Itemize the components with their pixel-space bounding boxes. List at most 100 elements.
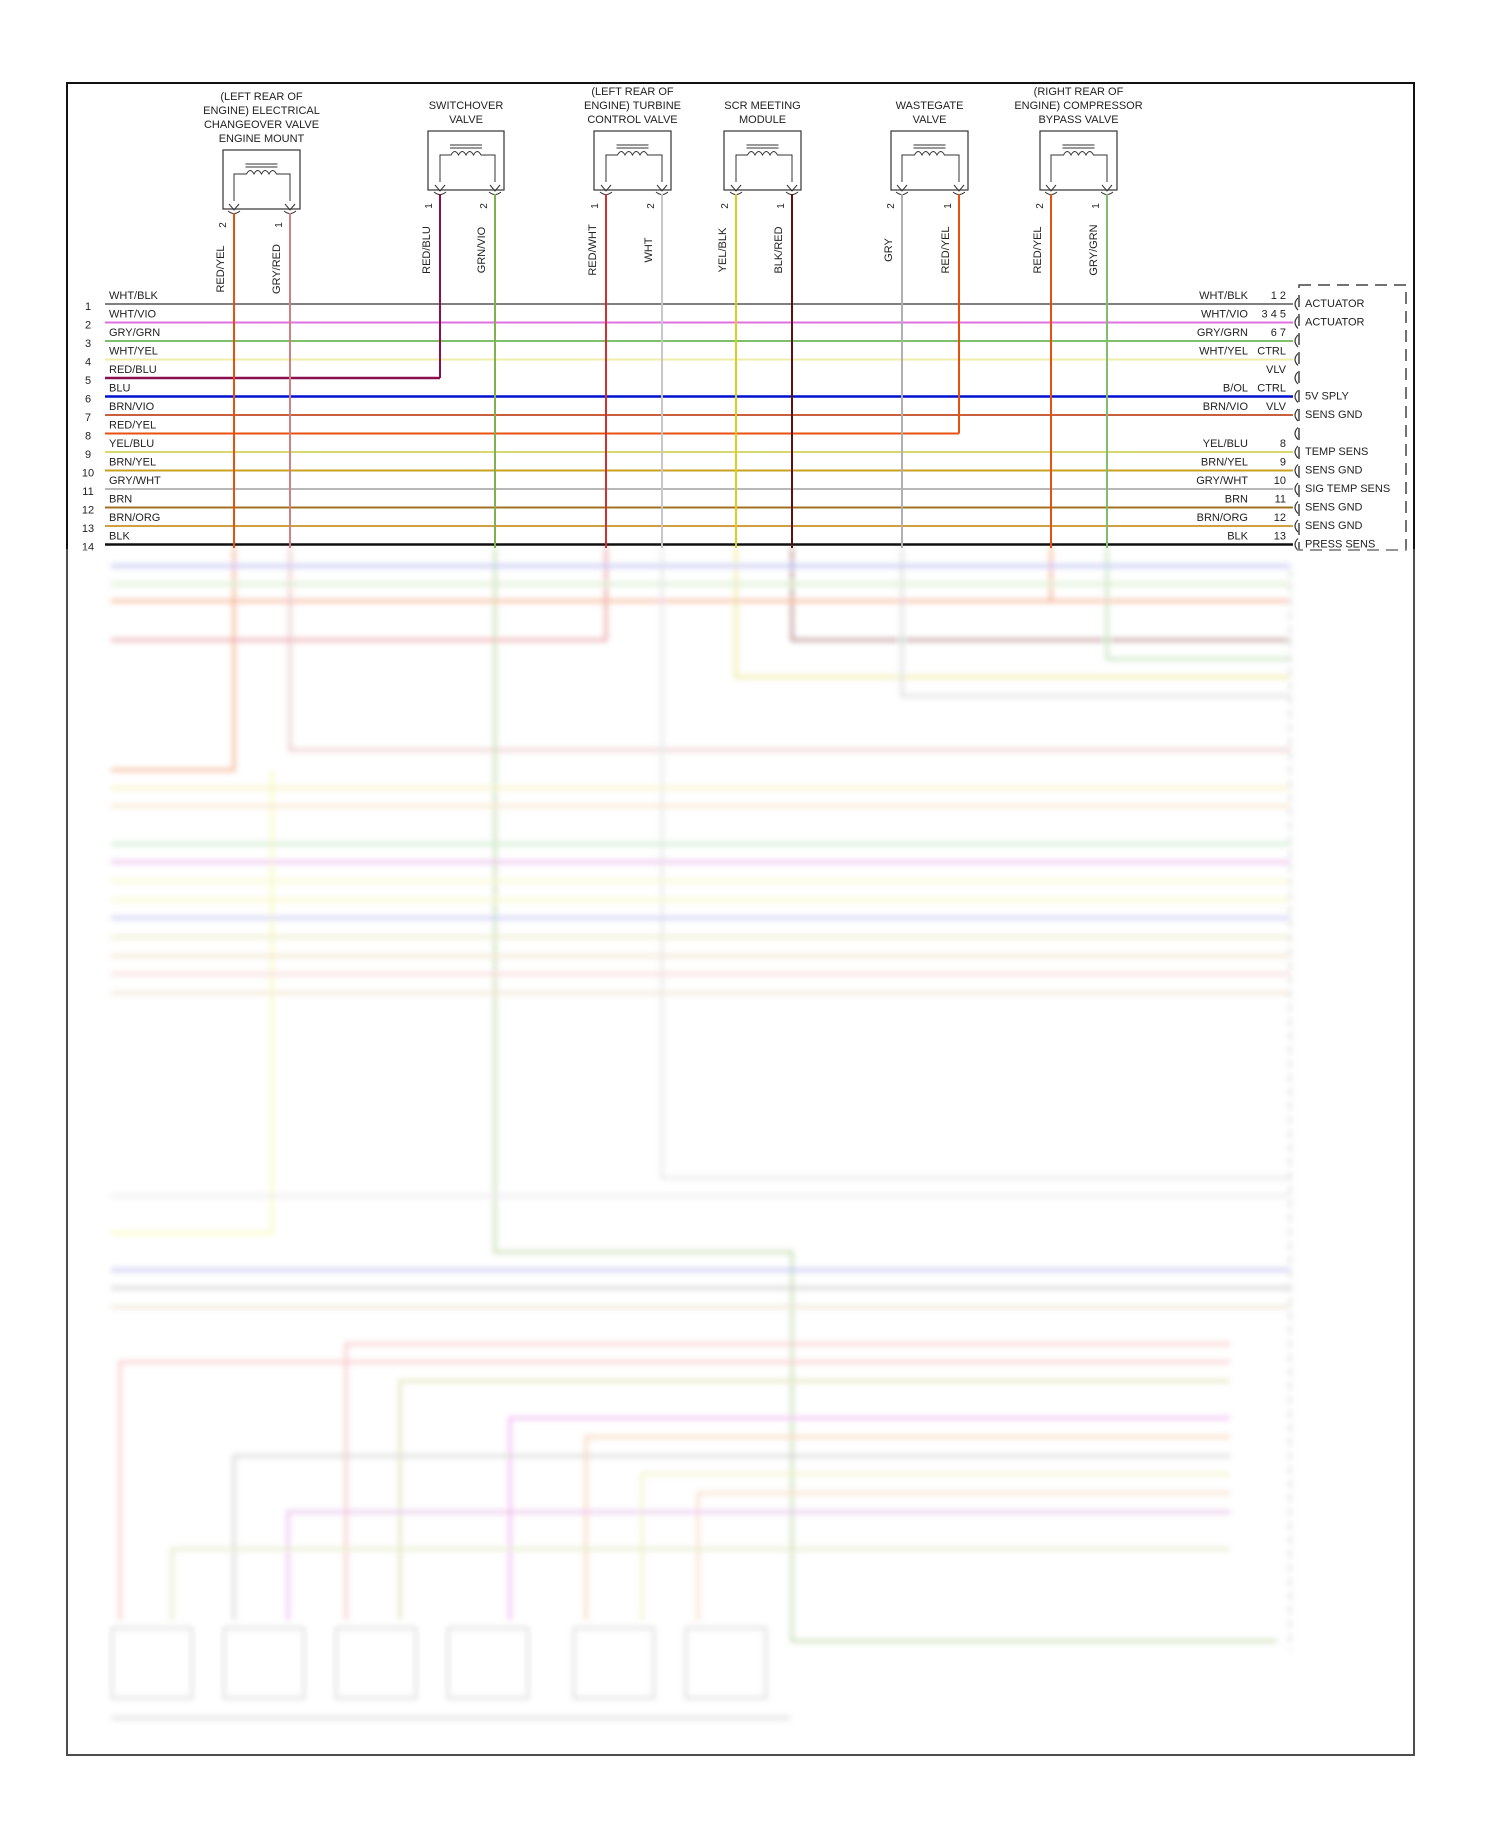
pin-wire-color-label: WHT — [643, 237, 655, 262]
pin-wire-color-label: YEL/BLK — [717, 227, 729, 272]
wire-color-label: RED/BLU — [109, 364, 157, 376]
wire-color-label: BRN/YEL — [109, 457, 156, 469]
row-number: 11 — [82, 486, 93, 498]
right-wire-color-label: BLK — [1227, 531, 1248, 543]
pin-wire-color-label: GRY/GRN — [1088, 224, 1100, 275]
solenoid-coil-icon — [233, 170, 291, 201]
solenoid-coil-icon — [605, 151, 663, 182]
component-name: SWITCHOVER — [429, 100, 504, 112]
component-name: (RIGHT REAR OF — [1034, 86, 1124, 98]
pin-wire-color-label: RED/YEL — [215, 245, 227, 292]
right-wire-color-label: WHT/BLK — [1199, 290, 1249, 302]
wire-color-label: WHT/BLK — [109, 290, 159, 302]
connector-pin-label: 9 — [1280, 457, 1286, 469]
row-number: 12 — [82, 505, 94, 517]
pin-number: 2 — [886, 203, 897, 209]
right-wire-color-label: B/OL — [1223, 383, 1248, 395]
pin-number: 2 — [720, 203, 731, 209]
connector-pin-label: 13 — [1274, 531, 1286, 543]
solenoid-coil-icon — [439, 151, 496, 182]
pin-wire-color-label: GRY/RED — [271, 244, 283, 294]
row-number: 5 — [85, 375, 91, 387]
solenoid-box — [890, 130, 969, 191]
pin-wire-color-label: RED/WHT — [587, 224, 599, 276]
connector-pin-label: CTRL — [1257, 346, 1286, 358]
wire-color-label: BLK — [109, 531, 130, 543]
pin-function-label: SENS GND — [1305, 465, 1363, 477]
ignition-coil-icon — [573, 1627, 655, 1699]
row-number: 10 — [82, 468, 94, 480]
blurred-wire — [640, 1472, 1230, 1620]
pin-function-label: ACTUATOR — [1305, 298, 1365, 310]
connector-pin-label: 11 — [1275, 494, 1286, 506]
pin-wire-color-label: RED/YEL — [1032, 226, 1044, 273]
blurred-wire — [584, 1435, 1230, 1620]
connector-pin-label: 1 2 — [1271, 290, 1286, 302]
wire-color-label: BRN — [109, 494, 132, 506]
solenoid-coil-icon — [901, 151, 960, 182]
wire-color-label: GRY/GRN — [109, 327, 160, 339]
solenoid-core-icon — [616, 144, 649, 149]
ignition-coil-icon — [335, 1627, 417, 1699]
wire-color-label: RED/YEL — [109, 420, 156, 432]
ecm-connector-outline — [1298, 284, 1407, 551]
pin-wire-color-label: RED/BLU — [421, 226, 433, 274]
blurred-wire — [111, 548, 236, 772]
component-name: (LEFT REAR OF — [591, 86, 674, 98]
component-name: (LEFT REAR OF — [220, 91, 303, 103]
blurred-wire — [170, 1547, 1230, 1620]
pin-number: 1 — [776, 203, 787, 209]
wire-color-label: WHT/YEL — [109, 346, 158, 358]
solenoid-coil-icon — [1050, 151, 1108, 182]
pin-number: 1 — [943, 203, 954, 209]
connector-terminal-icon — [1294, 464, 1299, 477]
solenoid-core-icon — [245, 163, 278, 168]
row-number: 9 — [85, 449, 91, 461]
connector-pin-label: VLV — [1266, 401, 1287, 413]
wire-color-label: GRY/WHT — [109, 475, 161, 487]
right-wire-color-label: YEL/BLU — [1203, 438, 1248, 450]
component-name: SCR MEETING — [724, 100, 800, 112]
right-wire-color-label: BRN/VIO — [1203, 401, 1249, 413]
component-name: WASTEGATE — [896, 100, 964, 112]
solenoid-box — [593, 130, 672, 191]
connector-terminal-icon — [1294, 445, 1299, 459]
connector-terminal-icon — [1294, 501, 1299, 514]
pin-wire-color-label: RED/YEL — [940, 226, 952, 273]
row-number: 2 — [85, 320, 91, 332]
pin-number: 1 — [274, 222, 285, 228]
pin-wire-color-label: BLK/RED — [773, 226, 785, 273]
pin-function-label: TEMP SENS — [1305, 446, 1368, 458]
component-name: MODULE — [739, 114, 786, 126]
solenoid-core-icon — [1062, 144, 1095, 149]
solenoid-core-icon — [913, 144, 946, 149]
connector-terminal-icon — [1294, 482, 1299, 496]
component-name: CONTROL VALVE — [587, 114, 677, 126]
solenoid-box — [222, 149, 301, 210]
pin-function-label: SENS GND — [1305, 409, 1363, 421]
pin-function-label: SENS GND — [1305, 502, 1363, 514]
component-name: ENGINE) ELECTRICAL — [203, 105, 320, 117]
row-number: 8 — [85, 431, 91, 443]
blurred-wire — [660, 548, 1290, 1180]
blurred-wire — [286, 1510, 1230, 1620]
blurred-wire — [493, 548, 1277, 1643]
solenoid-box — [723, 130, 802, 191]
solenoid-box — [427, 130, 505, 191]
pin-function-label: SIG TEMP SENS — [1305, 483, 1390, 495]
diagram-frame — [66, 82, 1415, 1756]
connector-terminal-icon — [1294, 519, 1299, 533]
component-name: ENGINE) COMPRESSOR — [1014, 100, 1142, 112]
connector-pin-label: VLV — [1266, 364, 1287, 376]
blurred-wire — [111, 548, 608, 642]
connector-terminal-icon — [1294, 316, 1299, 329]
connector-terminal-icon — [1294, 334, 1299, 348]
blurred-wire — [790, 548, 1290, 642]
wire-color-label: YEL/BLU — [109, 438, 154, 450]
row-number: 4 — [85, 357, 91, 369]
connector-terminal-icon — [1294, 408, 1299, 422]
pin-number: 2 — [218, 222, 229, 228]
blurred-lower-section — [111, 548, 1291, 1720]
blurred-wire — [734, 548, 1290, 679]
